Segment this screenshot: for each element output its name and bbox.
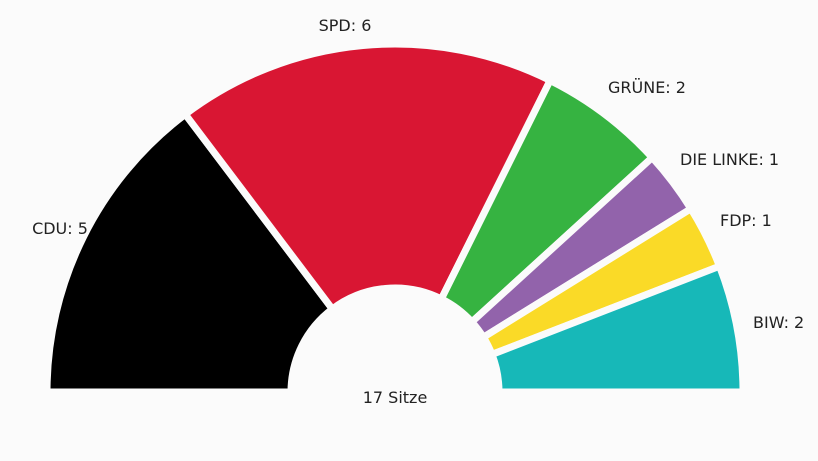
label-die-linke: DIE LINKE: 1 [680, 150, 779, 169]
seat-slices [43, 40, 747, 396]
label-spd: SPD: 6 [319, 16, 372, 35]
party-labels: CDU: 5 SPD: 6 GRÜNE: 2 DIE LINKE: 1 FDP: 1 BI… [32, 16, 804, 332]
label-fdp: FDP: 1 [720, 211, 772, 230]
label-biw: BIW: 2 [753, 313, 804, 332]
slice-cdu [43, 109, 338, 396]
label-cdu: CDU: 5 [32, 219, 88, 238]
slice-spd [180, 40, 555, 314]
label-gr-ne: GRÜNE: 2 [608, 78, 686, 97]
total-seats-label: 17 Sitze [363, 388, 428, 407]
slice-biw [487, 261, 747, 396]
